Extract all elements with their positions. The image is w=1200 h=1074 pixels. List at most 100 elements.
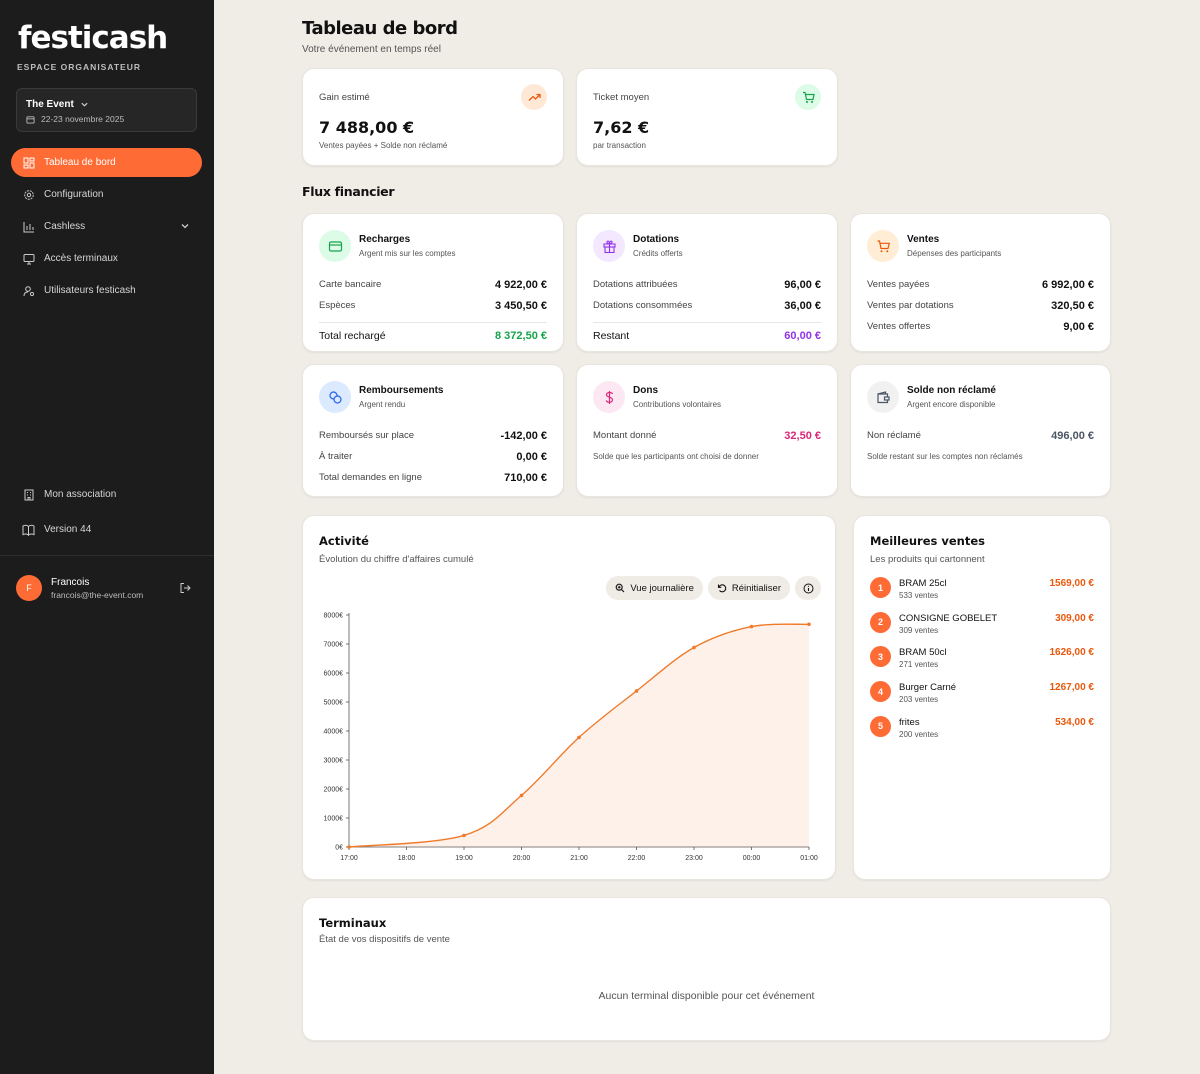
activity-chart[interactable]: 0€ 1000€ 2000€ 3000€ 4000€ 5000€ 6000€ 7000€ 800…: [303, 516, 837, 881]
flux-card-sales: Ventes Dépenses des participants Ventes …: [850, 213, 1111, 352]
row-value: 320,50 €: [1051, 299, 1094, 312]
flux-rows: Ventes payées 6 992,00 € Ventes par dotat…: [867, 274, 1094, 337]
flux-row: Total demandes en ligne 710,00 €: [319, 467, 547, 488]
row-label: Remboursés sur place: [319, 430, 415, 441]
nav-item-version[interactable]: Version 44: [11, 515, 202, 544]
x-tick-label: 22:00: [628, 855, 646, 862]
user-email: francois@the-event.com: [51, 590, 144, 600]
top-sales-title: Meilleures ventes: [870, 534, 985, 548]
row-value: 710,00 €: [504, 471, 547, 484]
bar-chart-icon: [22, 220, 35, 233]
flux-title: Dons: [633, 385, 658, 396]
page-title: Tableau de bord: [302, 18, 458, 39]
stat-sub: par transaction: [593, 141, 646, 150]
row-value: 3 450,50 €: [495, 299, 547, 312]
sidebar: festicash ESPACE ORGANISATEUR The Event …: [0, 0, 214, 1074]
nav-item-dashboard[interactable]: Tableau de bord: [11, 148, 202, 177]
flux-title: Solde non réclamé: [907, 385, 996, 396]
product-count: 533 ventes: [899, 591, 939, 600]
data-point: [634, 689, 639, 693]
row-value: 36,00 €: [784, 299, 821, 312]
stat-sub: Ventes payées + Solde non réclamé: [319, 141, 448, 150]
monitor-icon: [22, 252, 35, 265]
list-item[interactable]: 3 BRAM 50cl 271 ventes 1626,00 €: [870, 646, 1094, 681]
row-label: Espèces: [319, 300, 356, 311]
product-name: CONSIGNE GOBELET: [899, 612, 998, 624]
row-value: 496,00 €: [1051, 429, 1094, 442]
flux-rows: Carte bancaire 4 922,00 € Espèces 3 450,50…: [319, 274, 547, 348]
rank-badge: 1: [870, 577, 891, 598]
rank-badge: 4: [870, 681, 891, 703]
info-icon: [803, 583, 813, 593]
nav-item-users[interactable]: Utilisateurs festicash: [11, 276, 202, 305]
nav-item-cashless[interactable]: Cashless: [11, 212, 202, 241]
y-tick-label: 2000€: [324, 787, 344, 794]
event-selector[interactable]: The Event 22-23 novembre 2025: [16, 88, 197, 132]
flux-title: Remboursements: [359, 385, 444, 396]
nav-label: Mon association: [44, 489, 117, 500]
data-point: [807, 622, 811, 627]
row-label: Ventes par dotations: [867, 300, 954, 311]
y-tick-label: 8000€: [324, 613, 344, 620]
row-label: Carte bancaire: [319, 279, 382, 290]
chevron-down-icon: [181, 224, 189, 229]
row-label: Dotations attribuées: [593, 279, 678, 290]
terminals-subtitle: État de vos dispositifs de vente: [319, 934, 450, 945]
credit-card-icon: [319, 230, 351, 262]
product-amount: 309,00 €: [1055, 612, 1094, 624]
y-tick-label: 4000€: [324, 729, 344, 736]
nav-label: Version 44: [44, 524, 92, 535]
stat-value: 7,62 €: [593, 118, 650, 137]
row-value: -142,00 €: [500, 429, 547, 442]
event-date-row: 22-23 novembre 2025: [26, 114, 124, 124]
top-sales-card: Meilleures ventes Les produits qui carto…: [853, 515, 1111, 880]
flux-title: Dotations: [633, 234, 680, 245]
calendar-icon: [26, 115, 35, 124]
nav-label: Configuration: [44, 189, 104, 200]
top-sales-subtitle: Les produits qui cartonnent: [870, 554, 985, 565]
info-button[interactable]: [795, 576, 821, 600]
brand-logo[interactable]: festicash: [18, 20, 168, 56]
nav-item-configuration[interactable]: Configuration: [11, 180, 202, 209]
product-amount: 1569,00 €: [1049, 578, 1095, 589]
section-title-financial-flow: Flux financier: [302, 184, 395, 199]
row-label: Non réclamé: [867, 430, 921, 441]
stat-card-average-ticket: Ticket moyen 7,62 € par transaction: [576, 68, 838, 166]
flux-row: Carte bancaire 4 922,00 €: [319, 274, 547, 295]
product-name: frites: [899, 716, 920, 728]
logout-icon[interactable]: [179, 582, 191, 594]
activity-card: Activité Évolution du chiffre d'affaires…: [302, 515, 836, 880]
list-item[interactable]: 1 BRAM 25cl 533 ventes 1569,00 €: [870, 577, 1094, 612]
product-count: 200 ventes: [899, 729, 939, 739]
data-point: [462, 833, 466, 838]
flux-rows: Non réclamé 496,00 € Solde restant sur le…: [867, 425, 1094, 462]
flux-card-unclaimed-balance: Solde non réclamé Argent encore disponib…: [850, 364, 1111, 497]
activity-title: Activité: [319, 534, 369, 548]
product-amount: 1626,00 €: [1049, 647, 1095, 659]
y-tick-label: 0€: [335, 845, 343, 852]
user-profile: F Francois francois@the-event.com: [16, 575, 196, 603]
coins-icon: [319, 381, 351, 413]
nav-label: Cashless: [44, 221, 86, 232]
row-value: 4 922,00 €: [495, 278, 547, 291]
zoom-icon: [615, 583, 625, 593]
row-label: À traiter: [319, 451, 353, 462]
flux-row: Ventes par dotations 320,50 €: [867, 295, 1094, 316]
flux-card-donations: Dons Contributions volontaires Montant d…: [576, 364, 838, 497]
flux-card-recharges: Recharges Argent mis sur les comptes Car…: [302, 213, 564, 352]
flux-total-row: Total rechargé 8 372,50 €: [319, 322, 547, 348]
cart-icon: [795, 84, 821, 110]
reset-button[interactable]: Réinitialiser: [707, 576, 790, 600]
x-tick-label: 01:00: [800, 855, 818, 862]
list-item[interactable]: 4 Burger Carné 203 ventes 1267,00 €: [870, 681, 1094, 716]
page-subtitle: Votre événement en temps réel: [302, 44, 441, 55]
total-label: Restant: [593, 329, 630, 342]
list-item[interactable]: 5 frites 200 ventes 534,00 €: [870, 715, 1094, 751]
avatar[interactable]: F: [16, 575, 42, 601]
stat-label: Gain estimé: [319, 92, 370, 103]
rank-badge: 2: [870, 611, 891, 633]
list-item[interactable]: 2 CONSIGNE GOBELET 309 ventes 309,00 €: [870, 611, 1094, 647]
nav-item-terminal-access[interactable]: Accès terminaux: [11, 244, 202, 273]
daily-view-button[interactable]: Vue journalière: [606, 576, 703, 600]
nav-item-association[interactable]: Mon association: [11, 480, 202, 509]
